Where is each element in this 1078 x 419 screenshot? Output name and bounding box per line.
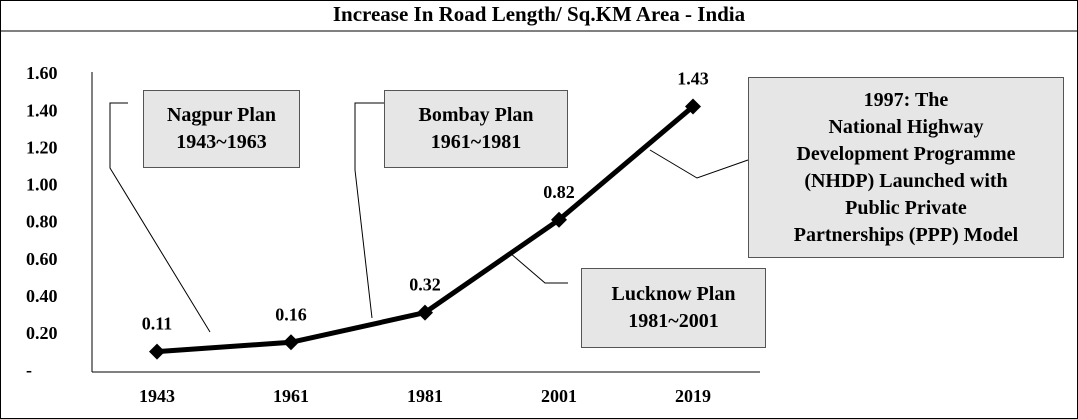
annotation-box: Bombay Plan 1961~1981 (384, 90, 568, 168)
value-label: 0.11 (142, 314, 173, 334)
annotation-text: National Highway (828, 115, 984, 138)
marker (149, 343, 165, 360)
annotation-text: Partnerships (PPP) Model (793, 223, 1019, 246)
y-tick-label: - (26, 360, 32, 380)
annotation-text: Development Programme (796, 142, 1016, 165)
leader-line (649, 149, 749, 179)
leader-line (354, 102, 384, 319)
marker (417, 304, 433, 321)
y-tick-label: 0.80 (26, 212, 58, 232)
annotation-text: 1961~1981 (430, 131, 522, 153)
chart-title: Increase In Road Length/ Sq.KM Area - In… (333, 2, 746, 26)
y-tick-label: 1.20 (26, 137, 58, 157)
y-tick-label: 1.60 (26, 63, 58, 83)
annotation-text: 1981~2001 (628, 310, 719, 332)
leader-line (109, 102, 211, 333)
leader-line (509, 252, 568, 284)
value-label: 1.43 (677, 69, 709, 89)
x-tick-label: 2001 (541, 386, 577, 406)
annotation-text: Lucknow Plan (611, 283, 736, 305)
x-tick-label: 1943 (139, 386, 175, 406)
y-tick-label: 0.60 (26, 249, 58, 269)
annotation-text: Bombay Plan (418, 104, 534, 126)
value-label: 0.82 (543, 182, 575, 202)
value-label: 0.16 (275, 304, 307, 324)
annotation-text: 1997: The (863, 88, 949, 111)
y-tick-label: 0.20 (26, 323, 58, 343)
y-tick-label: 1.40 (26, 100, 58, 120)
annotation-text: Public Private (845, 196, 967, 219)
x-tick-label: 1961 (273, 386, 309, 406)
marker (551, 211, 567, 228)
annotation-box: 1997: The National Highway Development Pro… (748, 77, 1064, 258)
annotation-text: (NHDP) Launched with (804, 169, 1008, 192)
leader-lines (109, 102, 749, 333)
annotation-box: Nagpur Plan 1943~1963 (143, 90, 300, 168)
annotation-text: 1943~1963 (176, 131, 267, 153)
annotation-box: Lucknow Plan 1981~2001 (581, 268, 766, 348)
marker (283, 334, 299, 351)
value-label: 0.32 (409, 275, 441, 295)
x-tick-label: 1981 (407, 386, 443, 406)
y-tick-label: 1.00 (26, 175, 58, 195)
y-tick-label: 0.40 (26, 286, 58, 306)
annotation-text: Nagpur Plan (166, 104, 277, 126)
marker (685, 98, 701, 115)
x-tick-label: 2019 (675, 386, 711, 406)
